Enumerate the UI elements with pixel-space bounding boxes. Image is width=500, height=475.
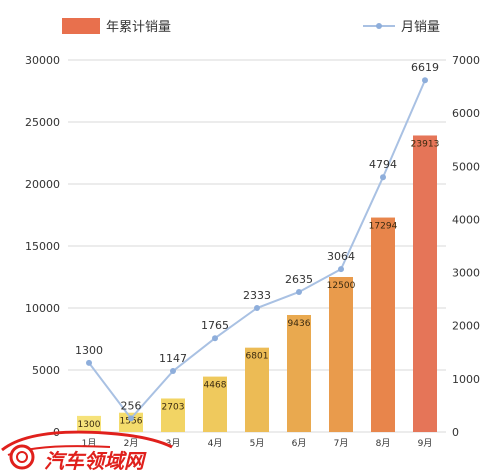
bar <box>371 217 395 432</box>
x-axis-tick-label: 8月 <box>376 438 391 449</box>
legend-swatch-marker <box>376 23 382 29</box>
right-axis-tick-label: 7000 <box>452 54 480 67</box>
bar <box>329 277 353 432</box>
line-point-label: 2635 <box>285 273 313 286</box>
bar-series-cumulative-sales: 1300 1556 2703 4468 6801 9436 12500 17294 23913 <box>77 135 439 432</box>
left-axis-tick-label: 5000 <box>32 364 60 377</box>
left-axis-tick-label: 15000 <box>25 240 60 253</box>
line-point-label: 256 <box>121 399 142 412</box>
x-axis: 1月 2月 3月 4月 5月 6月 7月 8月 9月 <box>82 438 433 449</box>
left-axis-tick-label: 10000 <box>25 302 60 315</box>
bar-value-label: 6801 <box>246 352 269 362</box>
line-point-label: 1147 <box>159 352 187 365</box>
right-axis-tick-label: 5000 <box>452 160 480 173</box>
x-axis-tick-label: 2月 <box>124 438 139 449</box>
line-point <box>212 335 218 342</box>
legend: 年累计销量 月销量 <box>62 18 440 35</box>
watermark-text: 汽车领域网 <box>44 449 147 473</box>
legend-label-monthly-sales: 月销量 <box>401 20 440 35</box>
line-point-label: 1765 <box>201 319 229 332</box>
legend-item-cumulative-sales: 年累计销量 <box>62 18 171 35</box>
bar <box>161 398 185 432</box>
right-axis-tick-label: 1000 <box>452 373 480 386</box>
legend-item-monthly-sales: 月销量 <box>363 20 440 35</box>
line-point-label: 3064 <box>327 250 355 263</box>
x-axis-tick-label: 6月 <box>292 438 307 449</box>
bar-value-label: 23913 <box>411 139 440 149</box>
bar-value-label: 1556 <box>120 417 143 427</box>
bar-value-label: 4468 <box>204 381 227 391</box>
bar <box>77 415 101 432</box>
bar-value-label: 17294 <box>369 222 398 232</box>
x-axis-tick-label: 3月 <box>166 438 181 449</box>
legend-swatch-bar <box>62 18 100 34</box>
legend-label-cumulative-sales: 年累计销量 <box>106 20 171 35</box>
x-axis-tick-label: 4月 <box>208 438 223 449</box>
bar-value-label: 2703 <box>162 402 185 412</box>
line-point <box>128 415 134 422</box>
line-point-label: 1300 <box>75 344 103 357</box>
wheel-hub-icon <box>16 451 28 463</box>
wheel-icon <box>9 444 35 470</box>
car-swoosh-icon <box>1 430 173 452</box>
right-axis: 0 1000 2000 3000 4000 5000 6000 7000 <box>452 54 480 439</box>
bar <box>119 412 143 432</box>
x-axis-tick-label: 9月 <box>418 438 433 449</box>
line-point <box>170 368 176 375</box>
line-point-label: 2333 <box>243 289 271 302</box>
x-axis-tick-label: 7月 <box>334 438 349 449</box>
left-axis-tick-label: 20000 <box>25 178 60 191</box>
right-axis-tick-label: 6000 <box>452 107 480 120</box>
line-series-monthly-sales: 1300 256 1147 1765 2333 2635 3064 4794 6619 <box>75 61 439 422</box>
line-point-label: 6619 <box>411 61 439 74</box>
bar <box>245 347 269 432</box>
left-axis-tick-label: 25000 <box>25 116 60 129</box>
line-point-label: 4794 <box>369 158 397 171</box>
bar <box>287 314 311 432</box>
x-axis-tick-label: 5月 <box>250 438 265 449</box>
right-axis-tick-label: 3000 <box>452 267 480 280</box>
line-point <box>338 266 344 273</box>
bar <box>203 376 227 432</box>
bar <box>413 135 437 432</box>
right-axis-tick-label: 2000 <box>452 320 480 333</box>
left-axis-tick-label: 30000 <box>25 54 60 67</box>
line-point <box>254 305 260 312</box>
x-axis-tick-label: 1月 <box>82 438 97 449</box>
right-axis-tick-label: 4000 <box>452 213 480 226</box>
line-point <box>296 288 302 295</box>
line-point <box>86 359 92 366</box>
line-point <box>380 174 386 181</box>
line-point <box>422 77 428 84</box>
bar-value-label: 12500 <box>327 281 356 291</box>
watermark-logo: 汽车领域网 <box>1 430 173 475</box>
bar-value-label: 9436 <box>288 319 311 329</box>
right-axis-tick-label: 0 <box>452 426 459 439</box>
bar-value-label: 1300 <box>78 420 101 430</box>
